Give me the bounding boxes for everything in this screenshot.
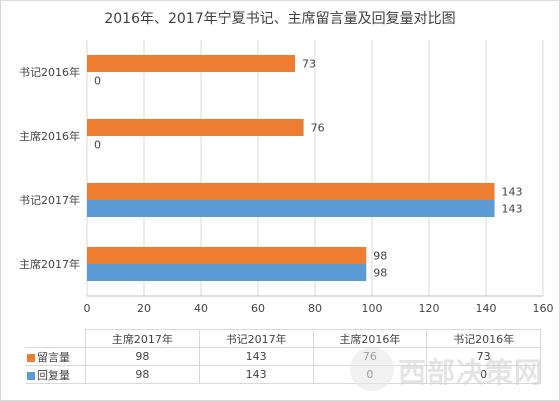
x-tick-label: 140 <box>476 302 497 315</box>
data-label: 0 <box>94 139 101 152</box>
col-header: 主席2016年 <box>312 329 428 348</box>
col-header: 书记2017年 <box>198 329 314 348</box>
col-header: 主席2017年 <box>85 329 200 348</box>
data-label: 0 <box>94 75 101 88</box>
watermark-logo <box>350 347 394 391</box>
col-header: 书记2016年 <box>426 329 541 348</box>
bar <box>87 119 304 136</box>
x-tick-label: 100 <box>362 302 383 315</box>
table-cell: 98 <box>85 365 200 384</box>
x-tick-label: 40 <box>194 302 208 315</box>
bar <box>87 55 296 72</box>
data-label: 143 <box>502 186 523 199</box>
row-label-text: 留言量 <box>37 350 70 364</box>
row-label: 回复量 <box>25 365 86 384</box>
legend-swatch <box>27 353 35 362</box>
category-label: 书记2016年 <box>19 65 80 79</box>
x-tick-label: 60 <box>251 302 265 315</box>
bar <box>87 247 367 264</box>
bar <box>87 264 367 281</box>
data-table-row: 回复量 98 143 0 0 <box>25 365 541 384</box>
data-table: 主席2017年 书记2017年 主席2016年 书记2016年 留言量 98 1… <box>25 329 541 384</box>
watermark-text: 西部决策网 <box>398 356 544 389</box>
x-tick-label: 120 <box>419 302 440 315</box>
table-cell: 0 <box>426 365 541 384</box>
x-tick-label: 80 <box>308 302 322 315</box>
legend-swatch <box>27 371 35 380</box>
data-table-corner <box>25 329 86 348</box>
x-tick-label: 20 <box>137 302 151 315</box>
row-label-text: 回复量 <box>37 368 70 382</box>
bar <box>87 200 495 217</box>
category-label: 主席2017年 <box>19 257 80 271</box>
table-cell: 143 <box>198 347 314 366</box>
category-label: 书记2017年 <box>19 193 80 207</box>
data-label: 76 <box>311 122 325 135</box>
chart-title: 2016年、2017年宁夏书记、主席留言量及回复量对比图 <box>104 11 456 27</box>
x-tick-label: 0 <box>84 302 91 315</box>
data-label: 98 <box>373 267 387 280</box>
x-tick-label: 160 <box>533 302 554 315</box>
table-cell: 143 <box>198 365 314 384</box>
data-label: 73 <box>302 58 316 71</box>
bar <box>87 183 495 200</box>
category-label: 主席2016年 <box>19 129 80 143</box>
watermark: 西部决策网 <box>350 345 560 395</box>
row-label: 留言量 <box>25 347 86 366</box>
data-label: 98 <box>373 250 387 263</box>
table-cell: 98 <box>85 347 200 366</box>
data-label: 143 <box>502 203 523 216</box>
